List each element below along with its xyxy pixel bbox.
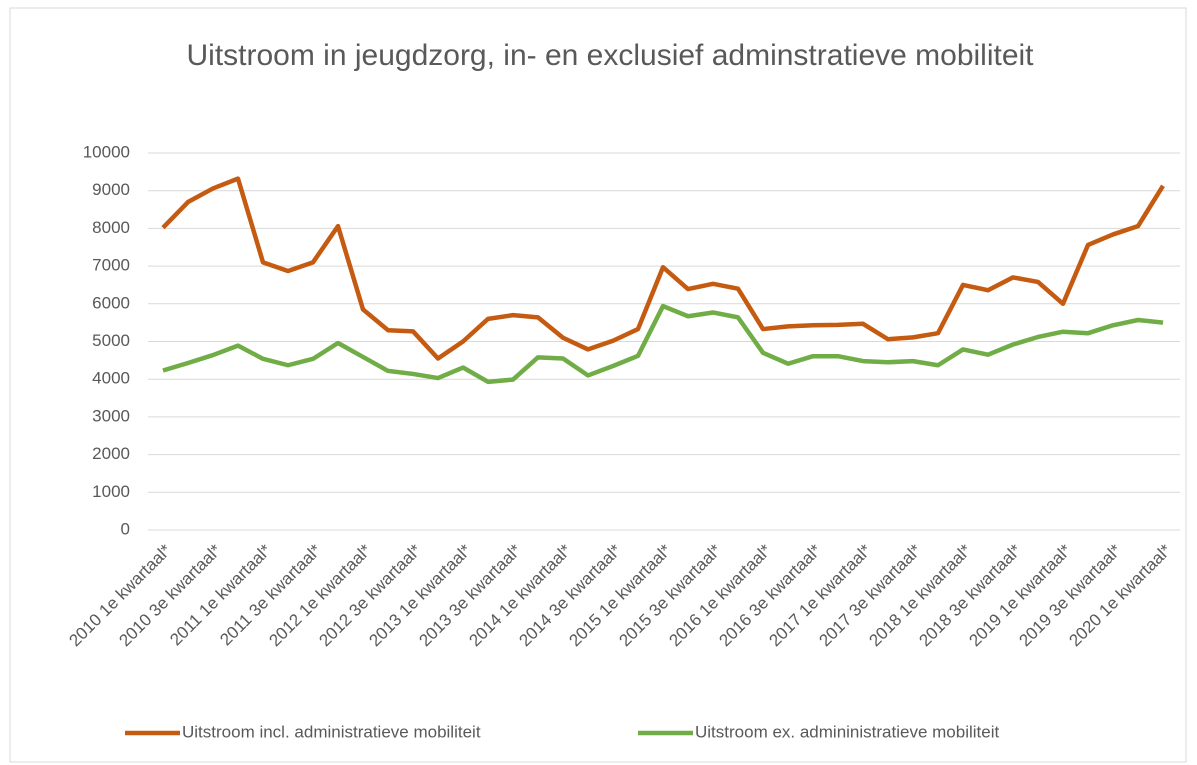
y-tick-label: 3000 bbox=[92, 406, 130, 425]
data-line bbox=[161, 176, 1165, 361]
y-tick-label: 7000 bbox=[92, 256, 130, 275]
y-tick-label: 6000 bbox=[92, 293, 130, 312]
y-tick-label: 5000 bbox=[92, 331, 130, 350]
y-tick-label: 0 bbox=[121, 519, 130, 538]
legend-label: Uitstroom incl. administratieve mobilite… bbox=[182, 722, 481, 741]
y-tick-label: 8000 bbox=[92, 218, 130, 237]
y-tick-label: 1000 bbox=[92, 482, 130, 501]
legend-label: Uitstroom ex. admininistratieve mobilite… bbox=[695, 722, 999, 741]
chart-border bbox=[9, 7, 1187, 763]
y-tick-label: 9000 bbox=[92, 180, 130, 199]
y-tick-label: 4000 bbox=[92, 369, 130, 388]
y-tick-label: 10000 bbox=[83, 142, 130, 161]
chart-title: Uitstroom in jeugdzorg, in- en exclusief… bbox=[186, 39, 1034, 72]
data-line bbox=[162, 303, 1164, 385]
y-tick-label: 2000 bbox=[92, 444, 130, 463]
